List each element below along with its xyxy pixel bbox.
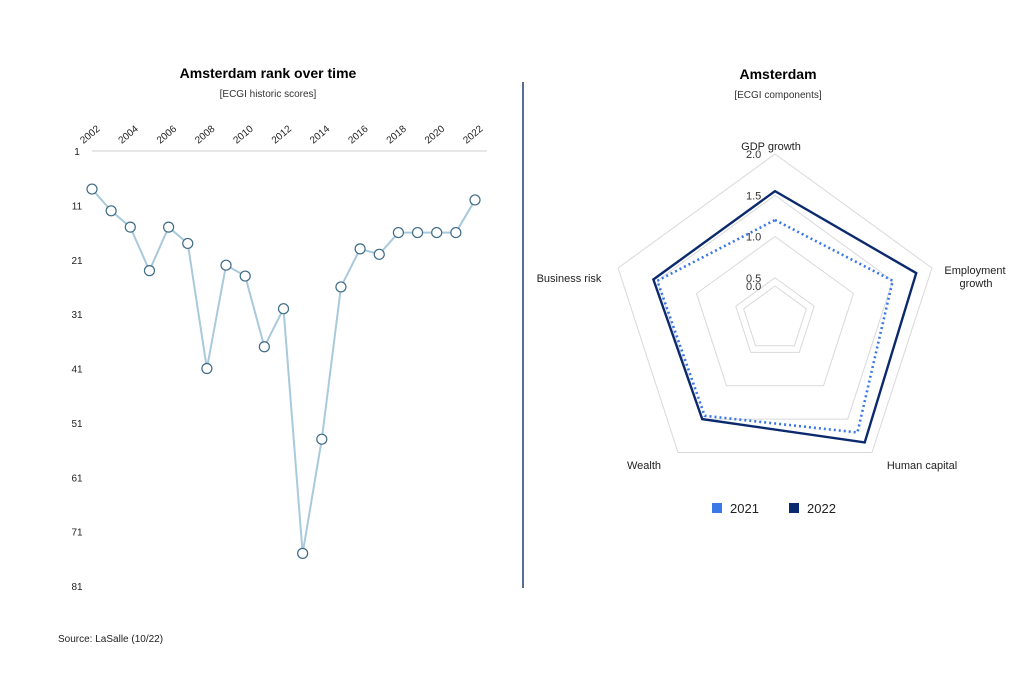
radar-chart-title: Amsterdam: [739, 66, 816, 82]
radar-tick-label: 2.0: [746, 149, 761, 161]
rank-point: [373, 248, 385, 260]
x-tick-label: 2010: [232, 123, 256, 146]
radar-tick-label: 1.0: [746, 232, 761, 244]
rank-point: [392, 226, 404, 239]
x-tick-label: 2022: [461, 123, 485, 146]
rank-point: [124, 221, 136, 233]
radar-grid-ring: [617, 153, 933, 453]
rank-point: [354, 243, 366, 255]
radar-axis-label: GDP growth: [741, 141, 801, 153]
legend-label-2021: 2021: [730, 501, 759, 516]
rank-point: [411, 226, 424, 239]
radar-grid-ring: [656, 194, 894, 420]
y-tick-label: 81: [71, 582, 83, 593]
rank-point: [277, 303, 290, 315]
x-tick-label: 2020: [423, 123, 447, 146]
rank-point: [258, 341, 270, 353]
y-tick-label: 61: [71, 473, 83, 484]
y-tick-label: 71: [71, 528, 83, 539]
y-tick-label: 51: [71, 419, 83, 430]
x-tick-label: 2004: [117, 123, 141, 146]
radar-tick-label: 0.5: [746, 273, 761, 285]
rank-point: [469, 194, 481, 206]
rank-point: [163, 221, 175, 233]
radar-tick-label: 0.0: [746, 281, 761, 293]
y-tick-label: 1: [74, 147, 80, 158]
rank-line: [91, 188, 476, 554]
x-tick-label: 2012: [270, 123, 294, 146]
radar-axis-label: Wealth: [627, 460, 661, 472]
line-chart-title: Amsterdam rank over time: [180, 65, 357, 81]
x-tick-label: 2008: [193, 123, 217, 146]
y-tick-label: 21: [71, 256, 83, 267]
rank-point: [431, 226, 443, 239]
rank-point: [143, 265, 156, 277]
y-tick-label: 41: [71, 365, 83, 376]
legend-label-2022: 2022: [807, 501, 836, 516]
radar-grid-ring: [735, 277, 815, 353]
y-tick-label: 11: [72, 201, 83, 212]
rank-point: [335, 281, 347, 293]
radar-legend: 2021 2022: [712, 501, 836, 516]
x-tick-label: 2018: [385, 123, 409, 146]
radar-series-2022: [651, 189, 918, 444]
rank-point: [239, 270, 251, 282]
x-tick-label: 2016: [346, 123, 370, 146]
radar-tick-label: 1.5: [746, 190, 761, 202]
radar-chart-subtitle: [ECGI components]: [734, 90, 821, 101]
rank-point: [220, 259, 232, 271]
source-note: Source: LaSalle (10/22): [58, 634, 163, 645]
rank-point: [182, 237, 194, 250]
line-chart-subtitle: [ECGI historic scores]: [220, 89, 317, 100]
rank-point: [316, 433, 328, 445]
radar-axis-label: Human capital: [887, 460, 957, 472]
radar-axis-label: Business risk: [537, 273, 602, 285]
rank-point: [86, 183, 98, 195]
y-tick-label: 31: [71, 310, 83, 321]
rank-point: [201, 362, 213, 375]
radar-series-2021: [655, 218, 895, 434]
radar-axis-label: Employment growth: [944, 265, 1005, 290]
legend-swatch-2021: [712, 503, 722, 513]
rank-point: [297, 547, 309, 559]
rank-point: [450, 226, 462, 239]
radar-grid-ring: [743, 285, 807, 347]
rank-point: [105, 205, 117, 217]
radar-grid-ring: [695, 235, 855, 387]
x-tick-label: 2002: [78, 123, 102, 146]
x-tick-label: 2014: [308, 123, 332, 146]
x-tick-label: 2006: [155, 123, 179, 146]
legend-swatch-2022: [789, 503, 799, 513]
